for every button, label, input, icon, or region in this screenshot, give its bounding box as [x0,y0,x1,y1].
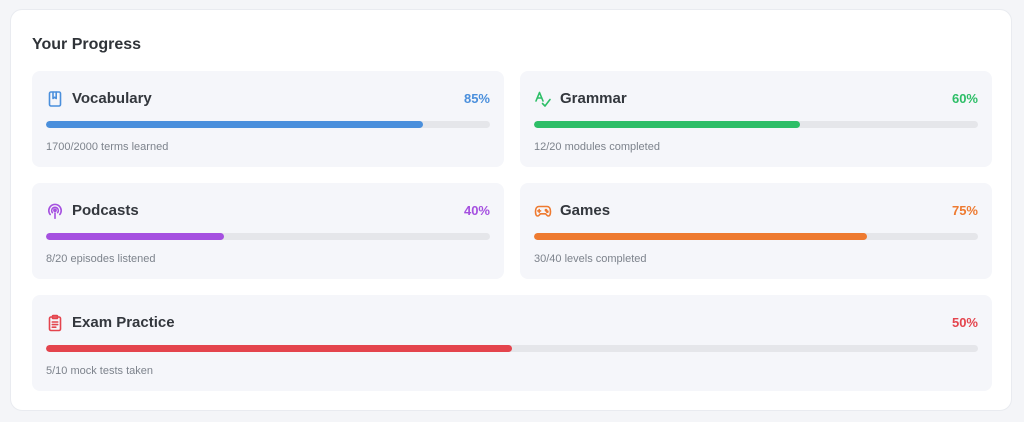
card-title: Podcasts [72,202,139,219]
progress-track [534,121,978,128]
card-header: Games 75% [534,201,978,221]
card-percent: 60% [951,91,978,106]
card-detail: 8/20 episodes listened [46,253,156,265]
card-title: Grammar [560,90,627,107]
progress-card-grammar[interactable]: Grammar 60% 12/20 modules completed [520,71,992,167]
gamepad-icon [534,202,552,220]
podcast-icon [46,202,64,220]
card-header: Grammar 60% [534,89,978,109]
panel-title: Your Progress [32,36,142,53]
card-header: Podcasts 40% [46,201,490,221]
book-icon [46,90,64,108]
progress-track [534,233,978,240]
card-percent: 75% [951,203,978,218]
progress-card-podcasts[interactable]: Podcasts 40% 8/20 episodes listened [32,183,504,279]
progress-track [46,345,978,352]
progress-grid: Vocabulary 85% 1700/2000 terms learned G… [32,71,992,391]
progress-track [46,233,490,240]
card-detail: 12/20 modules completed [534,141,660,153]
card-detail: 30/40 levels completed [534,253,647,265]
progress-fill [534,233,867,240]
card-title: Exam Practice [72,314,175,331]
card-detail: 1700/2000 terms learned [46,141,169,153]
card-title: Vocabulary [72,90,152,107]
spell-check-icon [534,90,552,108]
clipboard-icon [46,314,64,332]
progress-card-games[interactable]: Games 75% 30/40 levels completed [520,183,992,279]
progress-fill [534,121,801,128]
progress-card-exam-practice[interactable]: Exam Practice 50% 5/10 mock tests taken [32,295,992,391]
progress-fill [46,121,424,128]
card-detail: 5/10 mock tests taken [46,365,153,377]
card-title: Games [560,202,611,219]
card-header: Exam Practice 50% [46,313,978,333]
card-header: Vocabulary 85% [46,89,490,109]
card-percent: 40% [463,203,490,218]
progress-fill [46,233,224,240]
progress-card-vocabulary[interactable]: Vocabulary 85% 1700/2000 terms learned [32,71,504,167]
progress-track [46,121,490,128]
progress-fill [46,345,512,352]
progress-panel: Your Progress Vocabulary 85% 1700/2000 t… [10,9,1012,411]
card-percent: 85% [463,91,490,106]
card-percent: 50% [951,315,978,330]
